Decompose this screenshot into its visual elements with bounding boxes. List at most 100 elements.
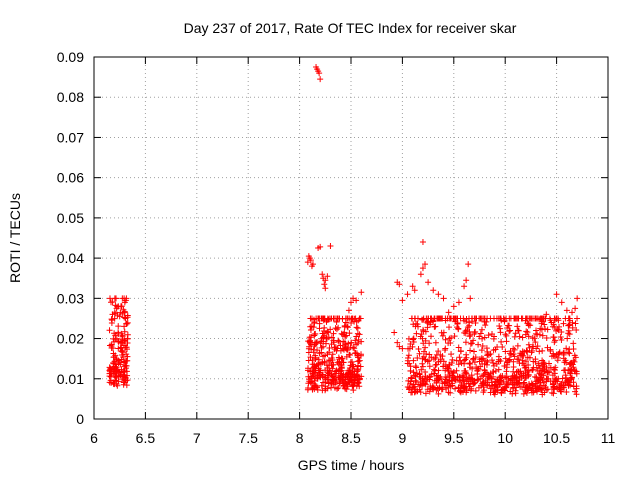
data-point — [496, 323, 503, 330]
data-point — [394, 339, 401, 346]
data-point — [428, 333, 435, 340]
data-point — [544, 326, 551, 333]
data-point — [485, 332, 492, 339]
data-point — [477, 330, 484, 337]
data-point — [422, 373, 429, 380]
plot-frame — [93, 56, 609, 420]
data-point — [111, 363, 118, 370]
data-point — [108, 341, 115, 348]
data-point — [450, 303, 457, 310]
data-point — [422, 261, 429, 268]
data-point — [549, 323, 556, 330]
data-point — [533, 385, 540, 392]
data-point — [312, 382, 319, 389]
data-point — [510, 351, 517, 358]
data-point — [535, 360, 542, 367]
data-point — [324, 316, 331, 323]
data-point — [307, 315, 314, 322]
data-point — [124, 346, 131, 353]
data-point — [483, 318, 490, 325]
data-point — [563, 307, 570, 314]
data-point — [550, 384, 557, 391]
data-point — [433, 351, 440, 358]
data-point — [471, 330, 478, 337]
data-point — [532, 330, 539, 337]
data-point — [550, 334, 557, 341]
data-point — [454, 320, 461, 327]
data-point — [305, 365, 312, 372]
data-point — [419, 375, 426, 382]
data-point — [328, 384, 335, 391]
y-tick-label: 0.09 — [57, 49, 84, 65]
data-point — [340, 359, 347, 366]
data-point — [548, 389, 555, 396]
data-point — [427, 319, 434, 326]
data-point — [337, 362, 344, 369]
data-point — [463, 327, 470, 334]
data-point — [325, 376, 332, 383]
data-point — [356, 376, 363, 383]
data-point — [317, 373, 324, 380]
data-point — [465, 261, 472, 268]
data-point — [106, 368, 113, 375]
data-point — [407, 380, 414, 387]
data-point — [515, 327, 522, 334]
x-tick-label: 10.5 — [543, 430, 570, 446]
x-tick-label: 9.5 — [444, 430, 464, 446]
data-point — [552, 376, 559, 383]
data-point — [566, 331, 573, 338]
data-point — [351, 315, 358, 322]
data-point — [448, 377, 455, 384]
data-point — [565, 366, 572, 373]
data-point — [502, 331, 509, 338]
data-point — [551, 370, 558, 377]
data-point — [478, 382, 485, 389]
data-point — [419, 239, 426, 246]
data-point — [504, 325, 511, 332]
data-point — [502, 355, 509, 362]
data-point — [113, 356, 120, 363]
data-point — [497, 378, 504, 385]
data-point — [525, 362, 532, 369]
data-point — [354, 366, 361, 373]
data-point — [515, 369, 522, 376]
data-point — [540, 366, 547, 373]
data-point — [321, 359, 328, 366]
data-point — [474, 371, 481, 378]
data-point — [442, 345, 449, 352]
data-point — [331, 372, 338, 379]
data-point — [408, 375, 415, 382]
data-point — [521, 379, 528, 386]
data-point — [412, 315, 419, 322]
data-point — [332, 325, 339, 332]
data-point — [539, 332, 546, 339]
data-point — [458, 382, 465, 389]
data-point — [569, 319, 576, 326]
data-point — [115, 303, 122, 310]
data-point — [355, 336, 362, 343]
data-point — [353, 333, 360, 340]
data-point — [352, 374, 359, 381]
data-point — [424, 386, 431, 393]
data-point — [342, 333, 349, 340]
data-point — [572, 354, 579, 361]
data-point — [568, 374, 575, 381]
data-point — [320, 315, 327, 322]
data-point — [124, 340, 131, 347]
data-point — [455, 299, 462, 306]
data-point — [543, 375, 550, 382]
data-point — [123, 351, 130, 358]
data-point — [330, 339, 337, 346]
data-point — [325, 334, 332, 341]
data-point — [345, 340, 352, 347]
data-point — [507, 388, 514, 395]
data-point — [335, 385, 342, 392]
data-point — [543, 311, 550, 318]
data-point — [536, 316, 543, 323]
data-point — [571, 358, 578, 365]
data-point — [533, 345, 540, 352]
data-point — [489, 357, 496, 364]
data-point — [549, 381, 556, 388]
data-point — [336, 380, 343, 387]
data-point — [446, 335, 453, 342]
